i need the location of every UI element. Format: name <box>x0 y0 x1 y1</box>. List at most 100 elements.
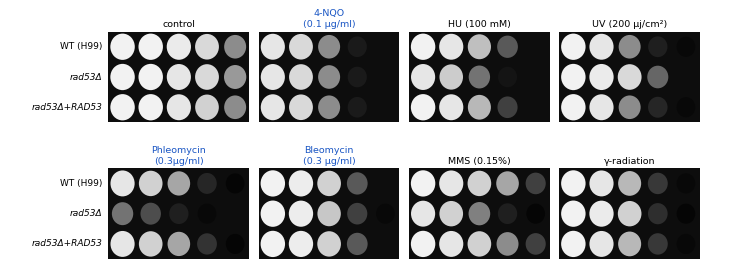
Ellipse shape <box>648 233 668 255</box>
Ellipse shape <box>376 173 395 194</box>
Bar <box>409 168 550 259</box>
Text: Bleomycin
(0.3 μg/ml): Bleomycin (0.3 μg/ml) <box>303 146 356 166</box>
Ellipse shape <box>261 34 285 60</box>
Text: rad53Δ: rad53Δ <box>70 73 103 81</box>
Bar <box>259 168 399 259</box>
Ellipse shape <box>468 171 491 196</box>
Ellipse shape <box>468 95 491 120</box>
Ellipse shape <box>497 35 518 58</box>
Ellipse shape <box>439 231 463 257</box>
Ellipse shape <box>589 231 614 257</box>
Ellipse shape <box>439 170 463 196</box>
Ellipse shape <box>141 203 161 225</box>
Bar <box>108 168 249 259</box>
Ellipse shape <box>111 64 135 90</box>
Ellipse shape <box>139 64 163 90</box>
Ellipse shape <box>468 34 491 59</box>
Text: WT (H99): WT (H99) <box>60 42 103 51</box>
Ellipse shape <box>439 201 463 226</box>
Ellipse shape <box>261 64 285 90</box>
Ellipse shape <box>289 34 313 60</box>
Ellipse shape <box>318 95 340 119</box>
Ellipse shape <box>289 200 313 227</box>
Ellipse shape <box>561 94 586 120</box>
Text: Phleomycin
(0.3μg/ml): Phleomycin (0.3μg/ml) <box>152 146 206 166</box>
Text: control: control <box>163 20 195 29</box>
Ellipse shape <box>648 36 668 57</box>
Ellipse shape <box>167 94 191 120</box>
Ellipse shape <box>677 173 696 194</box>
Ellipse shape <box>347 203 367 224</box>
Text: rad53Δ+RAD53: rad53Δ+RAD53 <box>32 103 103 112</box>
Ellipse shape <box>139 171 163 196</box>
Ellipse shape <box>289 231 313 257</box>
Ellipse shape <box>317 201 341 226</box>
Ellipse shape <box>496 232 518 256</box>
Ellipse shape <box>589 64 614 90</box>
Ellipse shape <box>168 171 190 196</box>
Bar <box>108 32 249 122</box>
Ellipse shape <box>468 231 491 257</box>
Ellipse shape <box>619 35 641 59</box>
Ellipse shape <box>169 203 188 224</box>
Ellipse shape <box>195 34 219 60</box>
Ellipse shape <box>261 94 285 120</box>
Text: γ-radiation: γ-radiation <box>604 157 655 166</box>
Ellipse shape <box>347 97 366 118</box>
Ellipse shape <box>226 234 245 254</box>
Ellipse shape <box>411 34 435 60</box>
Ellipse shape <box>589 201 614 227</box>
Ellipse shape <box>376 234 395 254</box>
Ellipse shape <box>167 64 191 90</box>
Ellipse shape <box>677 67 696 87</box>
Ellipse shape <box>317 231 341 257</box>
Ellipse shape <box>224 65 246 89</box>
Ellipse shape <box>647 66 668 88</box>
Ellipse shape <box>526 233 546 255</box>
Ellipse shape <box>318 35 340 59</box>
Ellipse shape <box>496 171 519 196</box>
Ellipse shape <box>197 173 217 194</box>
Ellipse shape <box>618 171 641 196</box>
Ellipse shape <box>589 170 614 196</box>
Ellipse shape <box>111 170 135 196</box>
Ellipse shape <box>376 204 395 224</box>
Ellipse shape <box>526 97 545 117</box>
Ellipse shape <box>677 97 696 117</box>
Ellipse shape <box>195 64 219 90</box>
Ellipse shape <box>289 94 313 120</box>
Ellipse shape <box>347 36 366 57</box>
Ellipse shape <box>226 173 245 194</box>
Ellipse shape <box>618 64 641 90</box>
Ellipse shape <box>498 67 517 87</box>
Ellipse shape <box>347 67 366 87</box>
Ellipse shape <box>561 64 586 90</box>
Ellipse shape <box>439 34 463 60</box>
Ellipse shape <box>561 34 586 60</box>
Ellipse shape <box>289 170 313 197</box>
Text: UV (200 μj/cm²): UV (200 μj/cm²) <box>592 20 667 29</box>
Ellipse shape <box>318 65 340 89</box>
Text: WT (H99): WT (H99) <box>60 179 103 188</box>
Ellipse shape <box>111 94 135 120</box>
Bar <box>409 32 550 122</box>
Ellipse shape <box>411 170 435 197</box>
Text: HU (100 mM): HU (100 mM) <box>448 20 511 29</box>
Ellipse shape <box>111 231 135 257</box>
Ellipse shape <box>677 204 696 224</box>
Bar <box>259 32 399 122</box>
Ellipse shape <box>261 231 285 257</box>
Ellipse shape <box>197 233 217 255</box>
Ellipse shape <box>468 65 490 89</box>
Text: rad53Δ+RAD53: rad53Δ+RAD53 <box>32 240 103 248</box>
Ellipse shape <box>439 94 463 120</box>
Ellipse shape <box>198 204 216 224</box>
Ellipse shape <box>139 34 163 60</box>
Ellipse shape <box>347 233 368 255</box>
Ellipse shape <box>648 173 668 194</box>
Text: rad53Δ: rad53Δ <box>70 209 103 218</box>
Bar <box>559 32 700 122</box>
Ellipse shape <box>526 204 545 224</box>
Ellipse shape <box>677 234 696 254</box>
Ellipse shape <box>139 231 163 257</box>
